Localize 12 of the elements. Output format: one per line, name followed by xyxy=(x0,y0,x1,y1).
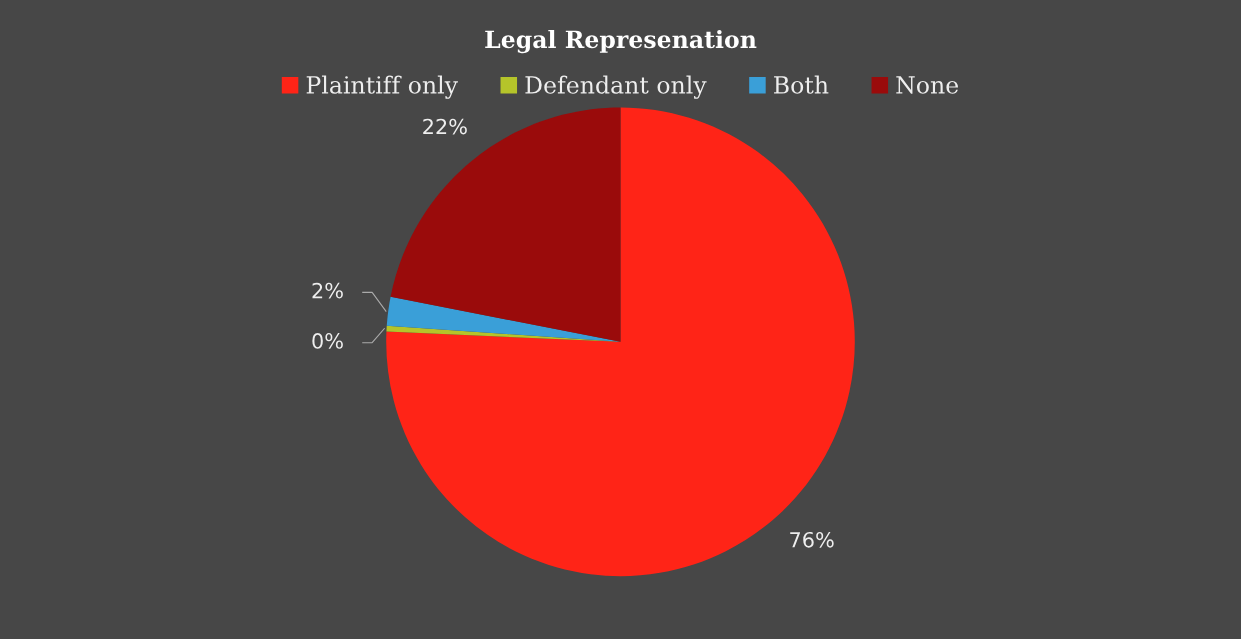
chart-title: Legal Represenation xyxy=(485,29,757,54)
pie-slice xyxy=(386,296,621,342)
legend-label: Both xyxy=(774,75,829,94)
data-label: 0% xyxy=(312,333,343,349)
legend-label: Defendant only xyxy=(525,75,707,99)
data-label: 76% xyxy=(790,531,834,548)
legend-label: None xyxy=(896,76,959,94)
pie-slice xyxy=(390,107,621,342)
pie-slice xyxy=(386,107,855,577)
data-label: 2% xyxy=(312,282,343,299)
legend-label: Plaintiff only xyxy=(306,75,458,99)
data-label: 22% xyxy=(423,118,467,135)
